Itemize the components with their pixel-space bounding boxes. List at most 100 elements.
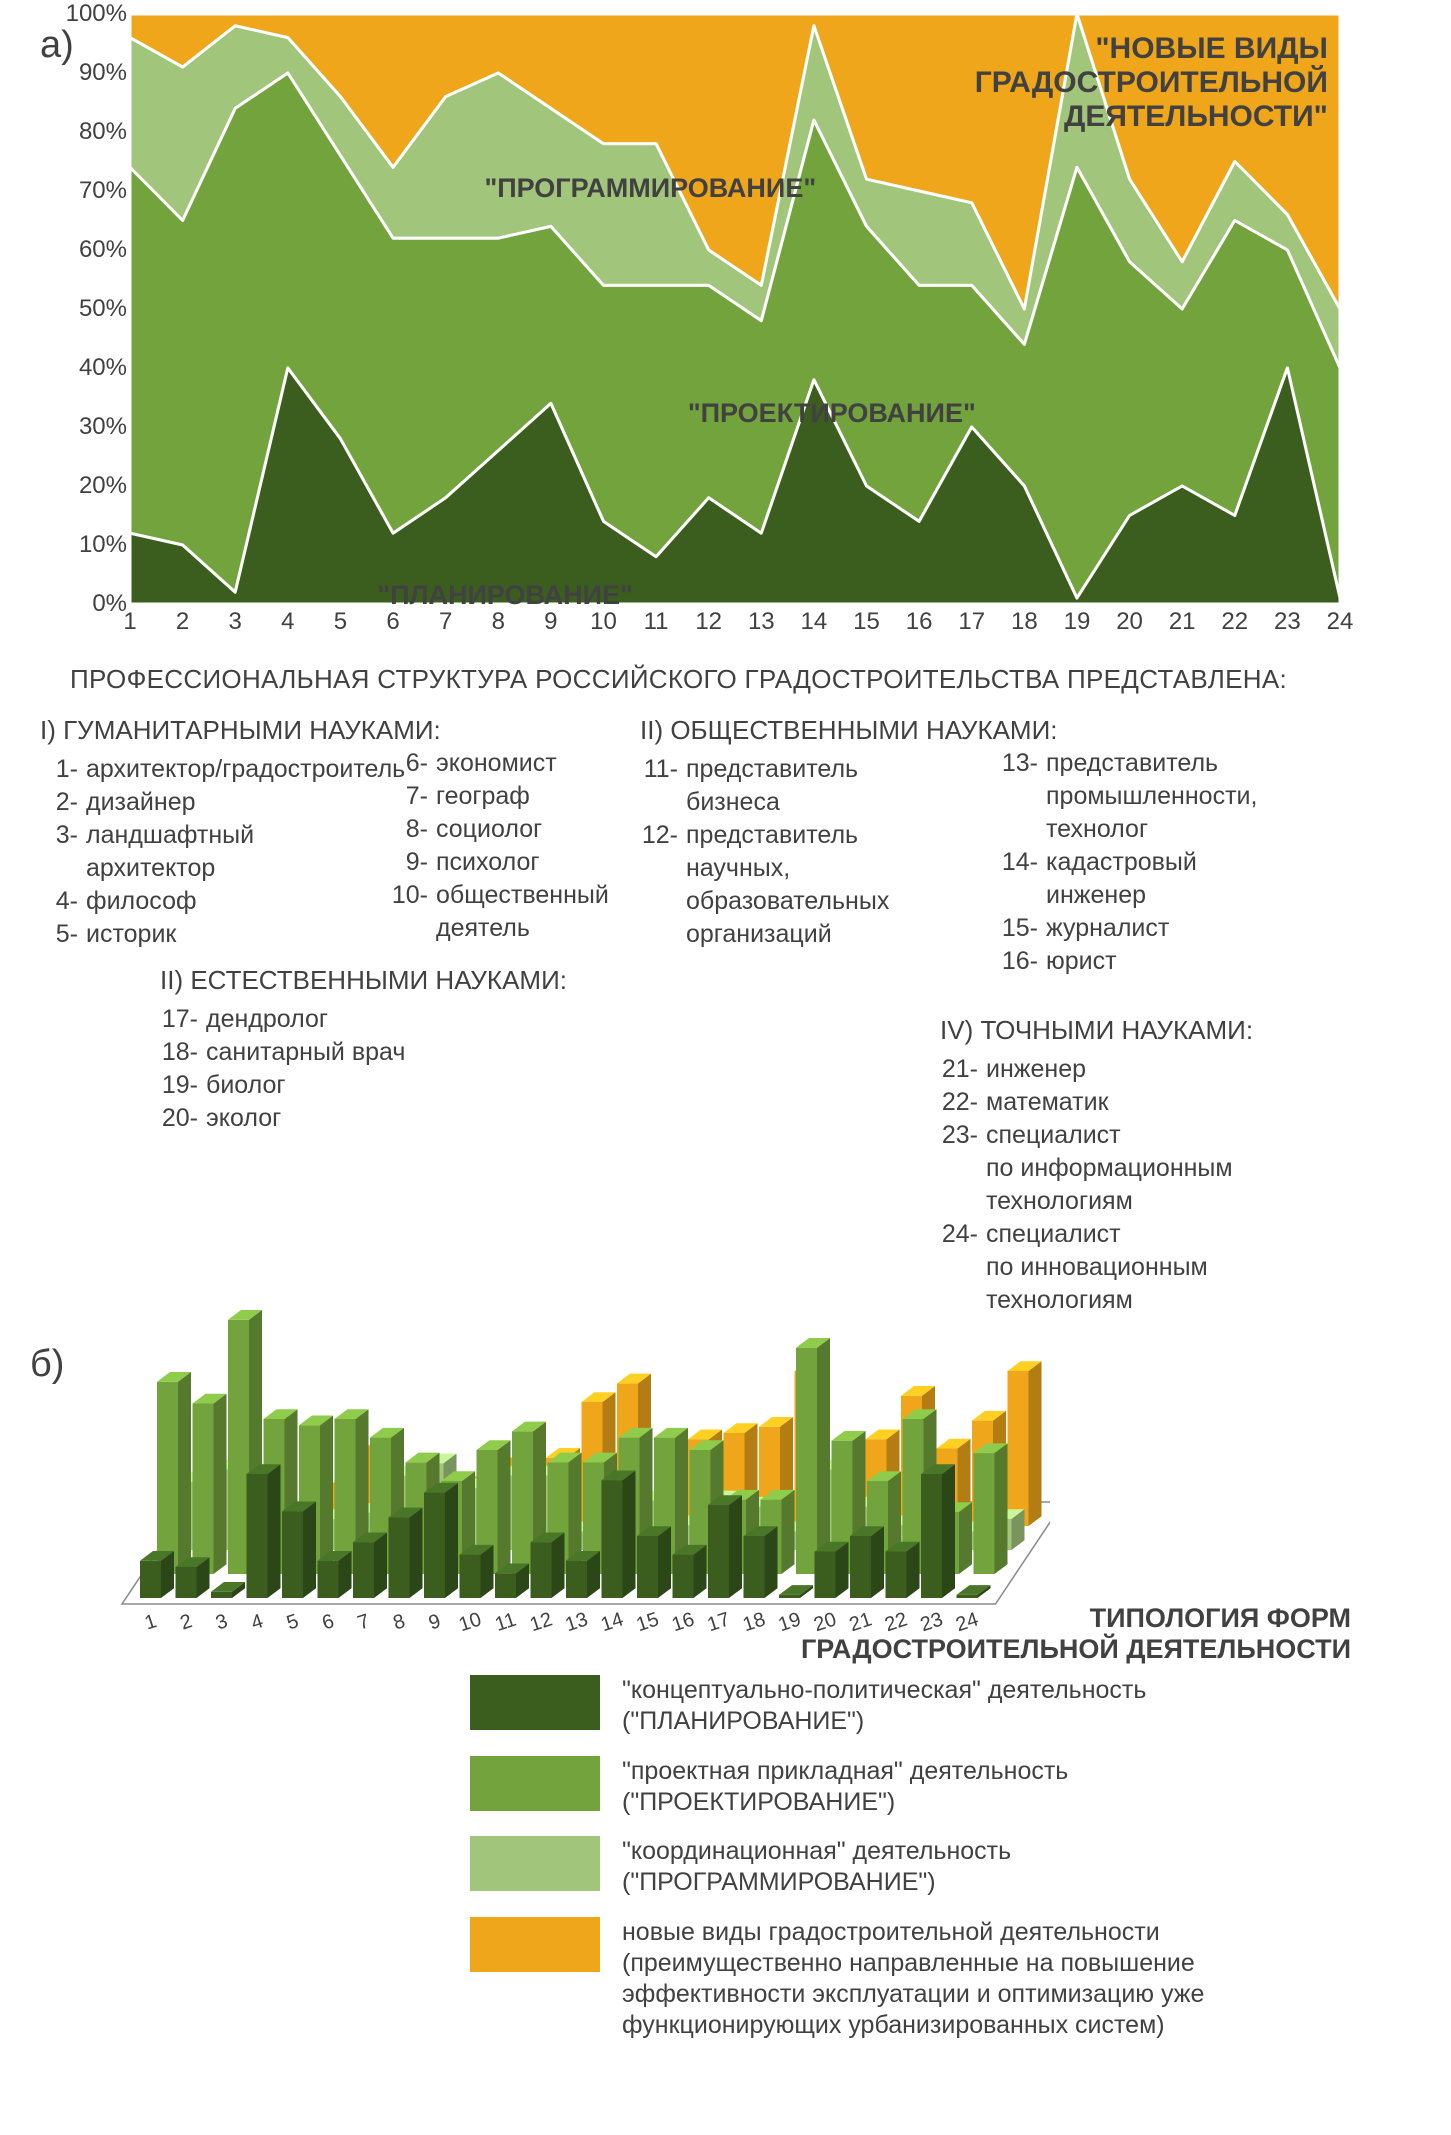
item-number: 6- — [390, 747, 436, 780]
bar3d — [460, 1545, 494, 1598]
profession-item: 5-историк — [40, 918, 441, 951]
x-tick: 14 — [801, 608, 828, 636]
y-tick: 0% — [92, 590, 127, 618]
x-tick: 24 — [1327, 608, 1354, 636]
profession-item: 20-эколог — [160, 1102, 567, 1135]
x-tick: 21 — [1169, 608, 1196, 636]
bar3d — [921, 1464, 955, 1598]
item-number: 10- — [390, 879, 436, 945]
item-text: представитель бизнеса — [686, 753, 858, 819]
bars3d-x-tick: 6 — [319, 1610, 336, 1634]
profession-item: 17-дендролог — [160, 1003, 567, 1036]
item-text: психолог — [436, 846, 539, 879]
item-text: представитель научных, образовательных о… — [686, 819, 889, 951]
item-text: географ — [436, 780, 530, 813]
bar3d — [1008, 1361, 1042, 1526]
bars3d-x-tick: 5 — [284, 1610, 301, 1634]
bar3d — [673, 1545, 707, 1598]
item-text: общественный деятель — [436, 879, 609, 945]
profession-groups: I) ГУМАНИТАРНЫМИ НАУКАМИ:1-архитектор/гр… — [70, 713, 1411, 1133]
item-number: 20- — [160, 1102, 206, 1135]
panel-a: а) 0%10%20%30%40%50%60%70%80%90%100% 123… — [130, 14, 1411, 604]
area-y-axis: 0%10%20%30%40%50%60%70%80%90%100% — [52, 14, 127, 604]
item-text: эколог — [206, 1102, 281, 1135]
item-text: дизайнер — [86, 786, 196, 819]
x-tick: 12 — [695, 608, 722, 636]
bars3d-x-tick: 20 — [811, 1608, 839, 1636]
y-tick: 20% — [79, 472, 127, 500]
y-tick: 70% — [79, 177, 127, 205]
group-heading: II) ЕСТЕСТВЕННЫМИ НАУКАМИ: — [160, 963, 567, 997]
profession-group: 6-экономист7-географ8-социолог9-психолог… — [390, 747, 609, 945]
bar3d — [193, 1394, 227, 1574]
item-number: 3- — [40, 819, 86, 885]
bars3d-x-tick: 14 — [598, 1608, 626, 1636]
profession-item: 18-санитарный врач — [160, 1036, 567, 1069]
y-tick: 80% — [79, 118, 127, 146]
item-number: 4- — [40, 885, 86, 918]
bars3d-x-tick: 16 — [669, 1608, 697, 1636]
bars3d-x-tick: 18 — [740, 1608, 768, 1636]
profession-item: 15-журналист — [1000, 912, 1257, 945]
item-number: 11- — [640, 753, 686, 819]
bar3d — [389, 1508, 423, 1598]
structure-block: ПРОФЕССИОНАЛЬНАЯ СТРУКТУРА РОССИЙСКОГО Г… — [70, 664, 1411, 1133]
profession-item: 6-экономист — [390, 747, 609, 780]
item-text: историк — [86, 918, 176, 951]
item-number: 16- — [1000, 945, 1046, 978]
x-tick: 17 — [958, 608, 985, 636]
item-text: инженер — [986, 1053, 1086, 1086]
legend-swatch — [470, 1917, 600, 1972]
legend-row: "проектная прикладная" деятельность ("ПР… — [470, 1756, 1411, 1819]
x-tick: 19 — [1064, 608, 1091, 636]
y-tick: 50% — [79, 295, 127, 323]
stacked-area-chart: 0%10%20%30%40%50%60%70%80%90%100% 123456… — [130, 14, 1340, 604]
bars3d-x-tick: 13 — [563, 1608, 591, 1636]
x-tick: 5 — [334, 608, 347, 636]
bar3d — [708, 1495, 742, 1598]
profession-group: II) ЕСТЕСТВЕННЫМИ НАУКАМИ: 17-дендролог18… — [160, 963, 567, 1135]
legend-row: "концептуально-политическая" деятельност… — [470, 1675, 1411, 1738]
group-heading: II) ОБЩЕСТВЕННЫМИ НАУКАМИ: — [640, 713, 1058, 747]
item-number: 17- — [160, 1003, 206, 1036]
bar3d — [566, 1551, 600, 1598]
x-tick: 13 — [748, 608, 775, 636]
legend-row: новые виды градостроительной деятельност… — [470, 1917, 1411, 2042]
bar3d — [247, 1464, 281, 1598]
x-tick: 18 — [1011, 608, 1038, 636]
item-number: 1- — [40, 753, 86, 786]
item-number: 8- — [390, 813, 436, 846]
bars3d-x-tick: 19 — [776, 1608, 804, 1636]
bar3d — [531, 1532, 565, 1598]
profession-item: 12-представитель научных, образовательны… — [640, 819, 1058, 951]
bars3d-x-tick: 17 — [705, 1608, 733, 1636]
group-heading: IV) ТОЧНЫМИ НАУКАМИ: — [940, 1013, 1253, 1047]
bar3d — [886, 1542, 920, 1598]
profession-item: 19-биолог — [160, 1069, 567, 1102]
bar3d — [353, 1532, 387, 1598]
item-text: санитарный врач — [206, 1036, 405, 1069]
legend-swatch — [470, 1675, 600, 1730]
bar3d — [176, 1557, 210, 1598]
area-x-axis: 123456789101112131415161718192021222324 — [130, 608, 1340, 640]
typology-legend: ТИПОЛОГИЯ ФОРМ ГРАДОСТРОИТЕЛЬНОЙ ДЕЯТЕЛЬ… — [470, 1603, 1411, 2042]
bars3d-x-tick: 3 — [213, 1610, 230, 1634]
bars3d-x-tick: 7 — [355, 1610, 372, 1634]
bar3d — [815, 1542, 849, 1598]
y-tick: 30% — [79, 413, 127, 441]
profession-item: 14-кадастровый инженер — [1000, 846, 1257, 912]
profession-item: 11-представитель бизнеса — [640, 753, 1058, 819]
bars3d-x-tick: 24 — [953, 1608, 981, 1636]
bars3d-x-tick: 15 — [634, 1608, 662, 1636]
bars3d-x-tick: 12 — [527, 1608, 555, 1636]
x-tick: 23 — [1274, 608, 1301, 636]
x-tick: 15 — [853, 608, 880, 636]
bar3d — [318, 1551, 352, 1598]
legend-row: "координационная" деятельность ("ПРОГРАМ… — [470, 1836, 1411, 1899]
x-tick: 8 — [492, 608, 505, 636]
x-tick: 10 — [590, 608, 617, 636]
bars3d-x-tick: 4 — [248, 1610, 265, 1634]
bar3d — [637, 1526, 671, 1598]
bar3d — [850, 1526, 884, 1598]
bars3d-x-tick: 11 — [492, 1609, 519, 1636]
